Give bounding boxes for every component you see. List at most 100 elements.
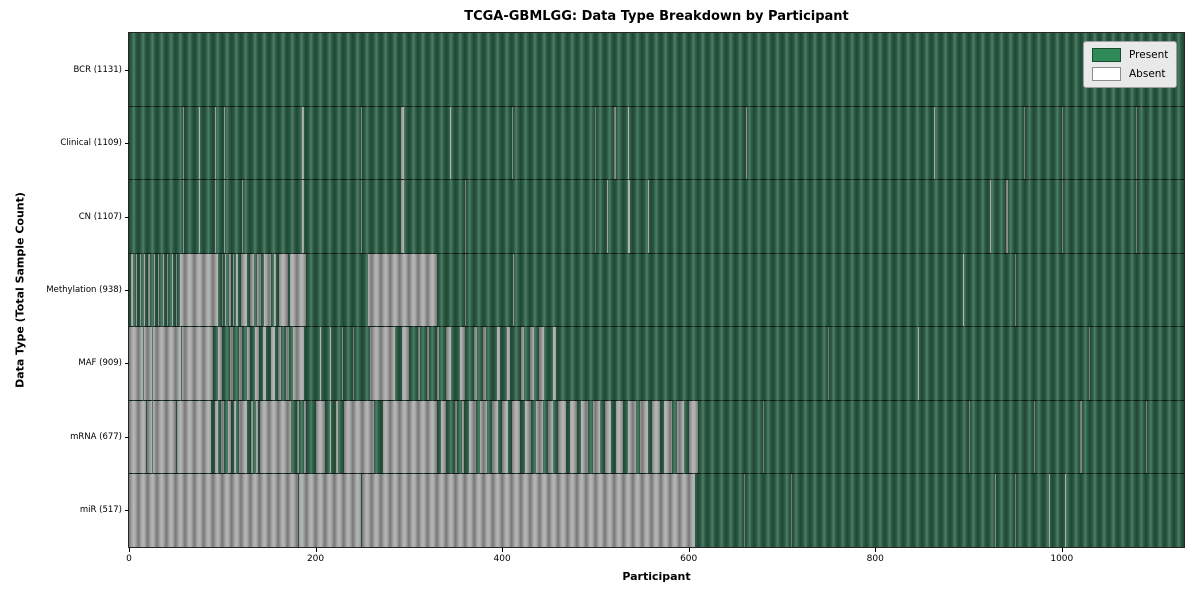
absent-segment bbox=[464, 253, 466, 327]
absent-segment bbox=[1015, 253, 1017, 327]
absent-segment bbox=[225, 253, 226, 327]
x-tick-mark bbox=[129, 548, 130, 552]
absent-segment bbox=[361, 180, 363, 253]
absent-segment bbox=[640, 400, 648, 474]
absent-segment bbox=[224, 106, 226, 180]
absent-segment bbox=[176, 400, 212, 474]
absent-segment bbox=[427, 327, 430, 400]
absent-segment bbox=[676, 400, 684, 474]
absent-segment bbox=[520, 327, 525, 400]
absent-segment bbox=[367, 253, 437, 327]
absent-segment bbox=[298, 474, 362, 548]
absent-segment bbox=[214, 106, 216, 180]
absent-segment bbox=[595, 106, 597, 180]
absent-segment bbox=[171, 253, 173, 327]
absent-segment bbox=[743, 474, 745, 548]
absent-segment bbox=[250, 253, 254, 327]
absent-segment bbox=[239, 327, 242, 400]
absent-segment bbox=[153, 327, 182, 400]
absent-segment bbox=[279, 253, 288, 327]
absent-segment bbox=[222, 253, 224, 327]
y-tick-mark bbox=[125, 437, 129, 438]
absent-segment bbox=[474, 327, 477, 400]
absent-segment bbox=[664, 400, 672, 474]
absent-segment bbox=[217, 327, 223, 400]
absent-segment bbox=[918, 327, 920, 400]
absent-segment bbox=[146, 400, 153, 474]
y-tick-label-maf: MAF (909) bbox=[78, 358, 122, 369]
absent-segment bbox=[460, 327, 465, 400]
absent-segment bbox=[628, 180, 630, 253]
absent-segment bbox=[234, 400, 237, 474]
absent-segment bbox=[361, 106, 363, 180]
absent-segment bbox=[441, 400, 447, 474]
absent-segment bbox=[1061, 106, 1063, 180]
absent-segment bbox=[1088, 327, 1090, 400]
heatmap-row-cn bbox=[129, 179, 1184, 253]
y-tick-label-clinical: Clinical (1109) bbox=[60, 138, 122, 149]
absent-segment bbox=[293, 327, 305, 400]
absent-segment bbox=[604, 400, 612, 474]
absent-segment bbox=[553, 327, 557, 400]
absent-segment bbox=[1015, 474, 1017, 548]
y-tick-label-cn: CN (1107) bbox=[78, 211, 122, 222]
absent-segment bbox=[994, 474, 996, 548]
x-tick-label-200: 200 bbox=[306, 554, 325, 564]
absent-segment bbox=[497, 327, 501, 400]
absent-segment bbox=[236, 253, 239, 327]
absent-segment bbox=[401, 106, 405, 180]
absent-segment bbox=[491, 400, 499, 474]
absent-segment bbox=[343, 400, 375, 474]
x-axis-label: Participant bbox=[622, 570, 691, 583]
absent-segment bbox=[1024, 106, 1026, 180]
absent-segment bbox=[402, 327, 409, 400]
heatmap-row-maf bbox=[129, 326, 1184, 400]
legend-entry-absent: Absent bbox=[1092, 67, 1168, 81]
absent-segment bbox=[512, 400, 520, 474]
absent-segment bbox=[934, 106, 935, 180]
absent-segment bbox=[436, 327, 439, 400]
heatmap-row-methylation bbox=[129, 252, 1184, 327]
x-tick-mark bbox=[875, 548, 876, 552]
absent-segment bbox=[506, 327, 510, 400]
heatmap-row-mir bbox=[129, 473, 1184, 548]
absent-segment bbox=[285, 327, 289, 400]
absent-segment bbox=[329, 400, 332, 474]
absent-segment bbox=[1064, 474, 1066, 548]
absent-segment bbox=[592, 400, 601, 474]
absent-segment bbox=[745, 106, 747, 180]
absent-segment bbox=[369, 327, 395, 400]
absent-segment bbox=[255, 400, 258, 474]
absent-segment bbox=[130, 253, 133, 327]
absent-swatch-icon bbox=[1092, 67, 1121, 81]
absent-segment bbox=[290, 253, 307, 327]
absent-segment bbox=[256, 253, 262, 327]
absent-segment bbox=[827, 327, 829, 400]
y-tick-label-mrna: mRNA (677) bbox=[70, 431, 122, 442]
absent-segment bbox=[962, 253, 964, 327]
absent-segment bbox=[336, 400, 338, 474]
absent-segment bbox=[329, 327, 331, 400]
absent-segment bbox=[180, 253, 218, 327]
absent-segment bbox=[301, 106, 305, 180]
absent-segment bbox=[524, 400, 532, 474]
y-tick-mark bbox=[125, 363, 129, 364]
absent-segment bbox=[1033, 400, 1035, 474]
absent-segment bbox=[143, 327, 153, 400]
absent-segment bbox=[535, 400, 544, 474]
absent-segment bbox=[315, 400, 325, 474]
absent-segment bbox=[296, 400, 299, 474]
absent-segment bbox=[157, 253, 159, 327]
y-tick-mark bbox=[125, 290, 129, 291]
absent-segment bbox=[502, 400, 508, 474]
absent-segment bbox=[221, 400, 225, 474]
y-tick-mark bbox=[125, 70, 129, 71]
y-tick-mark bbox=[125, 143, 129, 144]
legend: Present Absent bbox=[1083, 41, 1178, 88]
present-swatch-icon bbox=[1092, 48, 1121, 62]
absent-segment bbox=[1005, 180, 1008, 253]
absent-segment bbox=[143, 253, 145, 327]
absent-segment bbox=[606, 180, 609, 253]
absent-segment bbox=[581, 400, 588, 474]
